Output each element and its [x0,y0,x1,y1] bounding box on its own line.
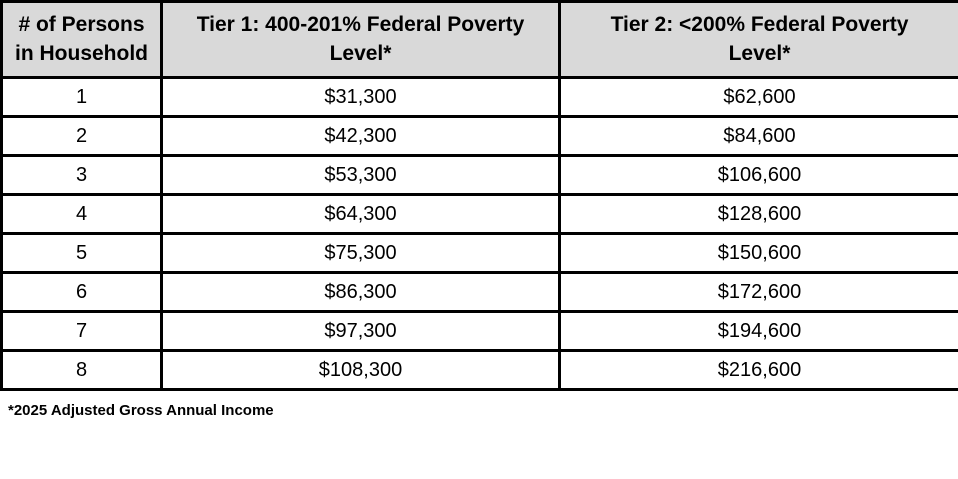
persons-cell: 1 [0,76,163,118]
tier2-cell: $216,600 [558,349,958,391]
tier2-cell: $128,600 [558,193,958,235]
persons-cell: 5 [0,232,163,274]
tier2-cell: $84,600 [558,115,958,157]
tier2-cell: $150,600 [558,232,958,274]
table-row: 5 $75,300 $150,600 [0,232,958,274]
column-header-persons: # of Persons in Household [0,0,163,79]
column-header-tier1: Tier 1: 400-201% Federal Poverty Level* [160,0,561,79]
tier1-cell: $64,300 [160,193,561,235]
persons-cell: 8 [0,349,163,391]
persons-cell: 6 [0,271,163,313]
footnote: *2025 Adjusted Gross Annual Income [8,402,274,419]
table-row: 8 $108,300 $216,600 [0,349,958,391]
tier1-cell: $42,300 [160,115,561,157]
table-row: 3 $53,300 $106,600 [0,154,958,196]
table-row: 7 $97,300 $194,600 [0,310,958,352]
table-row: 6 $86,300 $172,600 [0,271,958,313]
income-limits-table: # of Persons in Household Tier 1: 400-20… [0,0,958,391]
tier1-cell: $75,300 [160,232,561,274]
tier2-cell: $106,600 [558,154,958,196]
tier2-cell: $62,600 [558,76,958,118]
table-row: 4 $64,300 $128,600 [0,193,958,235]
tier1-cell: $86,300 [160,271,561,313]
tier1-cell: $31,300 [160,76,561,118]
tier1-cell: $53,300 [160,154,561,196]
persons-cell: 4 [0,193,163,235]
table-row: 2 $42,300 $84,600 [0,115,958,157]
persons-cell: 2 [0,115,163,157]
column-header-tier2: Tier 2: <200% Federal Poverty Level* [558,0,958,79]
table-row: 1 $31,300 $62,600 [0,76,958,118]
tier2-cell: $194,600 [558,310,958,352]
tier1-cell: $108,300 [160,349,561,391]
tier2-cell: $172,600 [558,271,958,313]
persons-cell: 3 [0,154,163,196]
header-row: # of Persons in Household Tier 1: 400-20… [0,0,958,79]
persons-cell: 7 [0,310,163,352]
tier1-cell: $97,300 [160,310,561,352]
